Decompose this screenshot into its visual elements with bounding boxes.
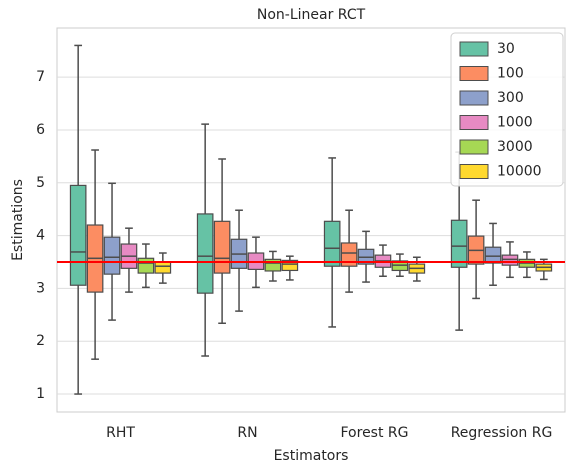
legend-swatch [459, 66, 489, 81]
box [137, 257, 155, 274]
legend-label: 30 [497, 41, 515, 57]
legend-swatch [459, 115, 489, 130]
box [484, 246, 502, 264]
box [281, 259, 299, 272]
chart-title: Non-Linear RCT [257, 7, 366, 23]
box [103, 236, 121, 275]
y-tick-label: 3 [36, 280, 45, 296]
box [501, 254, 519, 266]
x-tick-label: Regression RG [451, 425, 553, 441]
box [340, 242, 358, 267]
legend-swatch [459, 90, 489, 106]
x-tick-label: RN [237, 425, 257, 441]
box [323, 220, 341, 267]
x-axis-label: Estimators [274, 448, 349, 464]
box [450, 219, 468, 268]
box [264, 258, 282, 272]
box [196, 213, 214, 294]
legend-label: 10000 [497, 164, 542, 180]
legend-label: 3000 [497, 139, 533, 155]
y-tick-label: 7 [36, 69, 45, 85]
y-tick-label: 1 [36, 386, 45, 402]
y-tick-label: 4 [36, 228, 45, 244]
legend-swatch [459, 139, 489, 155]
y-tick-label: 5 [36, 175, 45, 191]
box [213, 220, 231, 274]
x-tick-label: RHT [106, 425, 135, 441]
y-axis-label: Estimations [10, 179, 26, 261]
legend-swatch [459, 41, 489, 57]
legend-label: 300 [497, 90, 524, 106]
y-tick-label: 2 [36, 333, 45, 349]
x-tick-label: Forest RG [341, 425, 409, 441]
legend-swatch [459, 164, 489, 179]
y-tick-label: 6 [36, 122, 45, 138]
box [69, 184, 87, 286]
legend-label: 100 [497, 66, 524, 82]
legend-label: 1000 [497, 115, 533, 131]
box [154, 261, 172, 274]
